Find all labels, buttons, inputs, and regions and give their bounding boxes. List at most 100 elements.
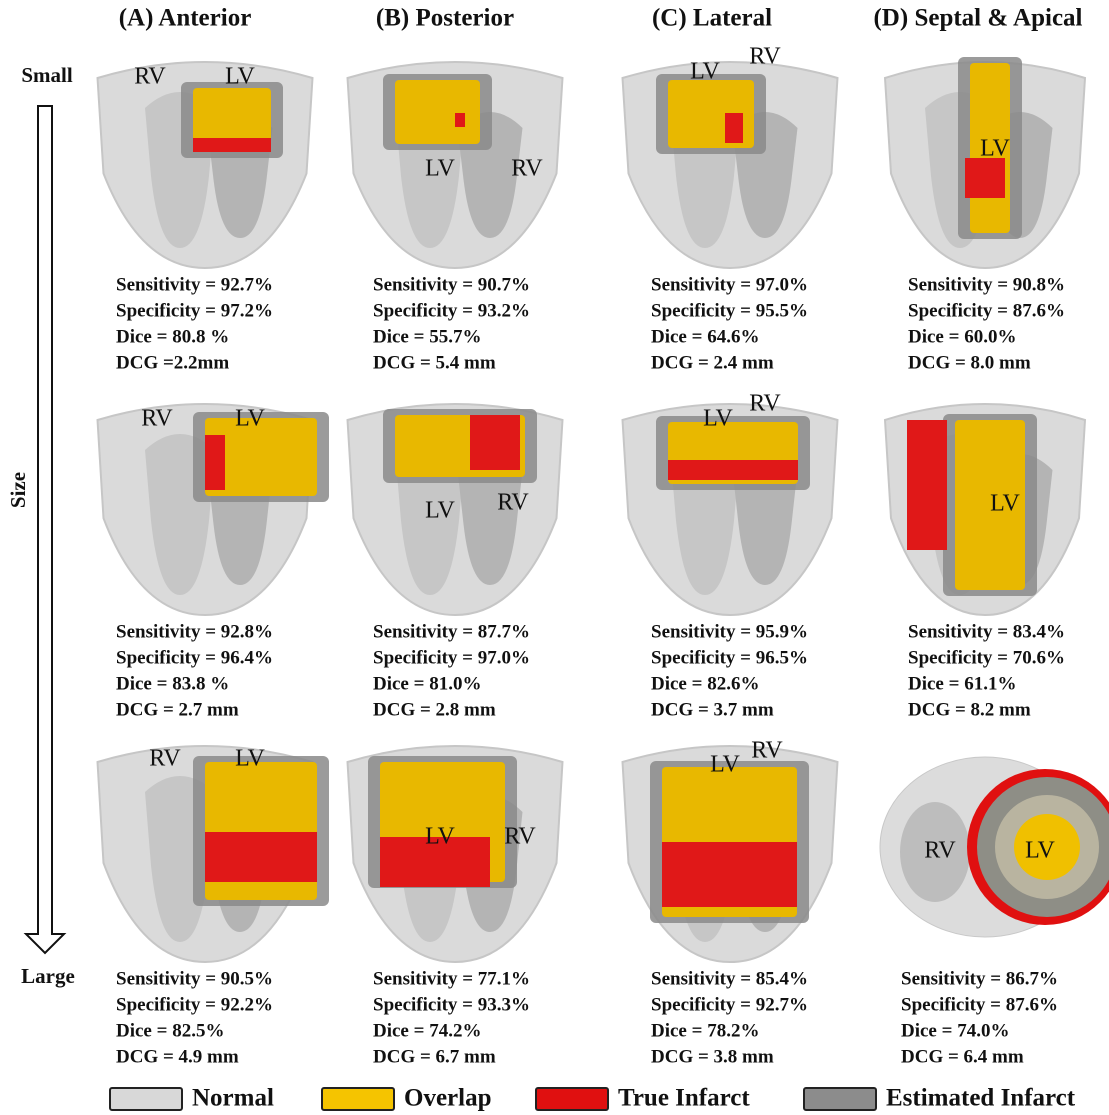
metric: DCG = 3.8 mm — [651, 1046, 774, 1067]
true-infarct — [662, 842, 797, 907]
legend-label: Normal — [192, 1085, 274, 1112]
overlap — [395, 80, 480, 144]
metric: DCG = 4.9 mm — [116, 1046, 239, 1067]
metric: Sensitivity = 83.4% — [908, 621, 1065, 642]
legend-label: Estimated Infarct — [886, 1085, 1076, 1112]
chamber-label: LV — [710, 752, 740, 778]
chamber-label: RV — [134, 64, 166, 90]
chamber-label: LV — [703, 406, 733, 432]
heart-panel — [98, 404, 330, 615]
heart-panel — [885, 57, 1085, 268]
legend-swatch — [110, 1088, 182, 1110]
legend-label: True Infarct — [618, 1085, 750, 1112]
metric: Dice = 61.1% — [908, 673, 1016, 694]
chamber-label: RV — [141, 406, 173, 432]
chamber-label: RV — [749, 391, 781, 417]
metric: Specificity = 97.0% — [373, 647, 530, 668]
metric: DCG =2.2mm — [116, 352, 229, 373]
heart-panel — [885, 404, 1085, 615]
true-infarct — [205, 832, 317, 882]
chamber-label: RV — [149, 746, 181, 772]
column-title: (D) Septal & Apical — [873, 5, 1082, 32]
metric: DCG = 8.2 mm — [908, 699, 1031, 720]
metric: Sensitivity = 77.1% — [373, 968, 530, 989]
figure: Small Size Large (A) Anterior(B) Posteri… — [0, 0, 1109, 1115]
chamber-label: LV — [690, 59, 720, 85]
heart-panel — [623, 404, 838, 615]
chamber-label: RV — [511, 156, 543, 182]
chamber-label: LV — [425, 498, 455, 524]
size-small: Small — [21, 63, 73, 87]
metric: Specificity = 93.2% — [373, 300, 530, 321]
metric: DCG = 6.4 mm — [901, 1046, 1024, 1067]
metric: Specificity = 70.6% — [908, 647, 1065, 668]
metric: Sensitivity = 97.0% — [651, 274, 808, 295]
metric: Sensitivity = 92.7% — [116, 274, 273, 295]
metric: Sensitivity = 92.8% — [116, 621, 273, 642]
chamber-label: LV — [235, 406, 265, 432]
metric: Sensitivity = 90.7% — [373, 274, 530, 295]
chamber-label: RV — [751, 738, 783, 764]
metric: Dice = 80.8 % — [116, 326, 229, 347]
chamber-label: RV — [924, 838, 956, 864]
legend-label: Overlap — [404, 1085, 492, 1112]
heart-panel — [880, 757, 1109, 937]
true-infarct — [455, 113, 465, 127]
metric: Sensitivity = 95.9% — [651, 621, 808, 642]
heart-panel — [623, 62, 838, 268]
chamber-label: LV — [1025, 838, 1055, 864]
metric: Dice = 82.5% — [116, 1020, 224, 1041]
heart-panel — [348, 746, 563, 962]
chamber-label: RV — [497, 490, 529, 516]
legend-swatch — [536, 1088, 608, 1110]
chamber-label: LV — [235, 746, 265, 772]
metric: Specificity = 96.5% — [651, 647, 808, 668]
metric: Dice = 82.6% — [651, 673, 759, 694]
true-infarct — [907, 420, 947, 550]
metric: Specificity = 93.3% — [373, 994, 530, 1015]
chamber-label: LV — [425, 156, 455, 182]
metric: Sensitivity = 86.7% — [901, 968, 1058, 989]
metric: DCG = 5.4 mm — [373, 352, 496, 373]
chamber-label: RV — [504, 824, 536, 850]
metric: Specificity = 96.4% — [116, 647, 273, 668]
true-infarct — [965, 158, 1005, 198]
metric: DCG = 2.7 mm — [116, 699, 239, 720]
metric: Specificity = 95.5% — [651, 300, 808, 321]
true-infarct — [668, 460, 798, 480]
metric: Dice = 81.0% — [373, 673, 481, 694]
metric: Specificity = 97.2% — [116, 300, 273, 321]
legend-swatch — [804, 1088, 876, 1110]
chamber-label: LV — [980, 136, 1010, 162]
chamber-label: LV — [425, 824, 455, 850]
metric: Dice = 64.6% — [651, 326, 759, 347]
chamber-label: RV — [749, 44, 781, 70]
true-infarct — [193, 138, 271, 152]
metric: Sensitivity = 90.5% — [116, 968, 273, 989]
legend-swatch — [322, 1088, 394, 1110]
heart-panel — [98, 746, 330, 962]
true-infarct — [205, 435, 225, 490]
true-infarct — [470, 415, 520, 470]
heart-panel — [98, 62, 313, 268]
metric: DCG = 8.0 mm — [908, 352, 1031, 373]
metric: Dice = 74.2% — [373, 1020, 481, 1041]
metric: DCG = 3.7 mm — [651, 699, 774, 720]
metric: DCG = 2.8 mm — [373, 699, 496, 720]
metric: Dice = 78.2% — [651, 1020, 759, 1041]
metric: Dice = 74.0% — [901, 1020, 1009, 1041]
size-large: Large — [21, 964, 75, 988]
size-arrow — [26, 106, 64, 953]
metric: Specificity = 92.2% — [116, 994, 273, 1015]
heart-panel — [348, 404, 563, 615]
true-infarct — [725, 113, 743, 143]
chamber-label: LV — [225, 64, 255, 90]
column-title: (A) Anterior — [119, 5, 252, 32]
metric: Specificity = 87.6% — [908, 300, 1065, 321]
metric: Specificity = 92.7% — [651, 994, 808, 1015]
metric: Dice = 60.0% — [908, 326, 1016, 347]
metric: Dice = 55.7% — [373, 326, 481, 347]
size-label: Size — [6, 472, 30, 508]
metric: Dice = 83.8 % — [116, 673, 229, 694]
metric: Sensitivity = 87.7% — [373, 621, 530, 642]
